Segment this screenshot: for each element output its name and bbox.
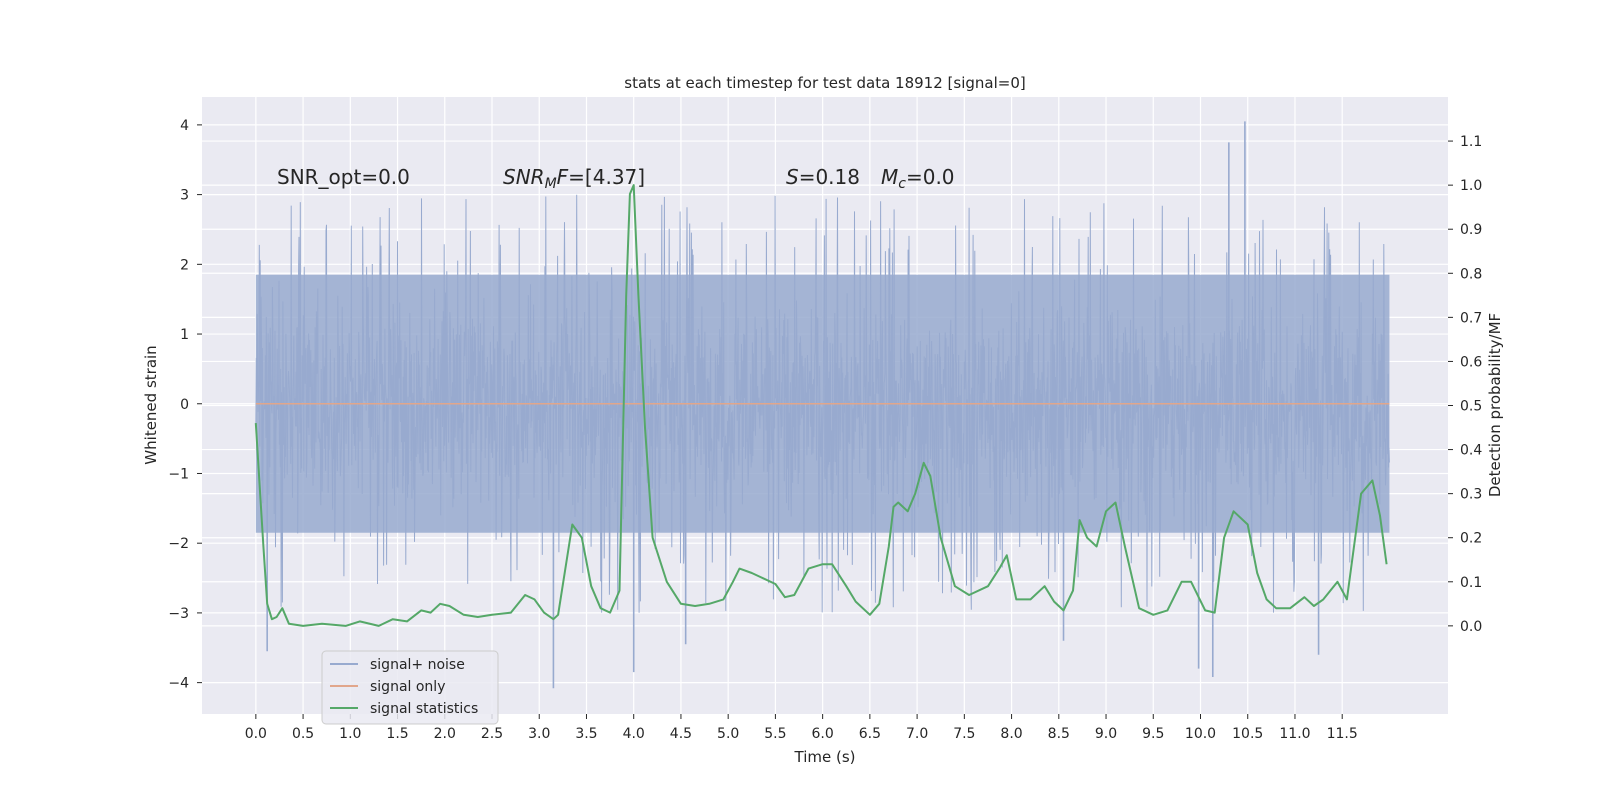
legend-label-signal-statistics: signal statistics [370, 701, 478, 717]
x-tick-label: 2.5 [481, 726, 503, 742]
y2-tick-label: 0.8 [1460, 266, 1482, 282]
x-tick-label: 0.5 [292, 726, 314, 742]
annotation-mc-value: =0.0 [906, 165, 955, 189]
x-tick-label: 6.0 [812, 726, 834, 742]
y-tick-label: 0 [180, 397, 189, 413]
annotation-mc-sub: c [898, 176, 906, 192]
x-tick-label: 7.5 [953, 726, 975, 742]
y-tick-label: 3 [180, 188, 189, 204]
y-tick-label: 2 [180, 257, 189, 273]
x-tick-label: 8.5 [1048, 726, 1070, 742]
x-tick-label: 11.0 [1279, 726, 1310, 742]
y-tick-label: 4 [180, 118, 189, 134]
y2-tick-label: 0.5 [1460, 399, 1482, 415]
x-axis-label: Time (s) [794, 748, 856, 766]
x-tick-label: 10.0 [1185, 726, 1216, 742]
legend-box [321, 650, 499, 725]
x-tick-label: 3.5 [575, 726, 597, 742]
y2-axis-ticks: 0.0 0.1 0.2 0.3 0.4 0.5 0.6 0.7 0.8 0.9 1.0 1.1 [1448, 134, 1482, 635]
x-tick-label: 8.0 [1000, 726, 1022, 742]
annotation-s-label: S [786, 165, 799, 189]
x-tick-label: 1.5 [386, 726, 408, 742]
y-tick-label: −2 [168, 536, 189, 552]
y2-tick-label: 1.1 [1460, 134, 1482, 150]
annotation-snr-opt: SNR_opt=0.0 [277, 165, 410, 189]
annotation-mc: Mc=0.0 [881, 165, 955, 192]
legend-label-signal-only: signal only [370, 679, 445, 695]
legend-label-signal-noise: signal+ noise [370, 657, 465, 673]
y2-tick-label: 0.6 [1460, 354, 1482, 370]
annotation-s-value: =0.18 [799, 165, 860, 189]
signal-statistics-line [254, 184, 1388, 627]
y2-axis-label: Detection probability/MF [1486, 313, 1504, 497]
x-tick-label: 7.0 [906, 726, 928, 742]
legend: signal+ noise signal only signal statist… [321, 650, 499, 725]
annotation-snr-mf-sub: M [545, 176, 557, 192]
x-tick-label: 5.5 [764, 726, 786, 742]
x-tick-label: 5.0 [717, 726, 739, 742]
y2-tick-label: 0.0 [1460, 619, 1482, 635]
x-tick-label: 11.5 [1327, 726, 1358, 742]
x-tick-label: 2.0 [434, 726, 456, 742]
chart-title: stats at each timestep for test data 189… [624, 74, 1025, 92]
x-tick-label: 4.0 [623, 726, 645, 742]
series-signal-statistics [254, 184, 1388, 627]
x-tick-label: 6.5 [859, 726, 881, 742]
y-tick-label: −4 [168, 676, 189, 692]
x-tick-label: 10.5 [1232, 726, 1263, 742]
annotation-snr-mf-value: =[4.37] [568, 165, 645, 189]
y-tick-label: −3 [168, 606, 189, 622]
y-axis-ticks: −4 −3 −2 −1 0 1 2 3 4 [168, 118, 202, 692]
y2-tick-label: 0.3 [1460, 487, 1482, 503]
y-axis-label: Whitened strain [142, 345, 160, 464]
x-tick-label: 1.0 [339, 726, 361, 742]
annotation-snr-mf: SNRMF=[4.37] [503, 165, 645, 192]
annotation-mc-label: M [881, 165, 898, 189]
annotation-snr-mf-main: SNR [503, 165, 545, 189]
y-tick-label: 1 [180, 327, 189, 343]
y2-tick-label: 0.1 [1460, 575, 1482, 591]
noise-line [255, 194, 1390, 613]
y2-tick-label: 0.4 [1460, 443, 1482, 459]
x-axis-ticks: 0.0 0.5 1.0 1.5 2.0 2.5 3.0 3.5 4.0 4.5 5.0 5.5 6.0 6… [245, 714, 1358, 742]
x-tick-label: 9.5 [1142, 726, 1164, 742]
x-tick-label: 0.0 [245, 726, 267, 742]
x-tick-label: 4.5 [670, 726, 692, 742]
x-tick-label: 3.0 [528, 726, 550, 742]
y2-tick-label: 0.9 [1460, 222, 1482, 238]
y2-tick-label: 1.0 [1460, 178, 1482, 194]
y-tick-label: −1 [168, 466, 189, 482]
annotation-s: S=0.18 [786, 165, 860, 189]
x-tick-label: 9.0 [1095, 726, 1117, 742]
y2-tick-label: 0.2 [1460, 531, 1482, 547]
y2-tick-label: 0.7 [1460, 310, 1482, 326]
annotation-snr-mf-f: F [557, 165, 569, 189]
